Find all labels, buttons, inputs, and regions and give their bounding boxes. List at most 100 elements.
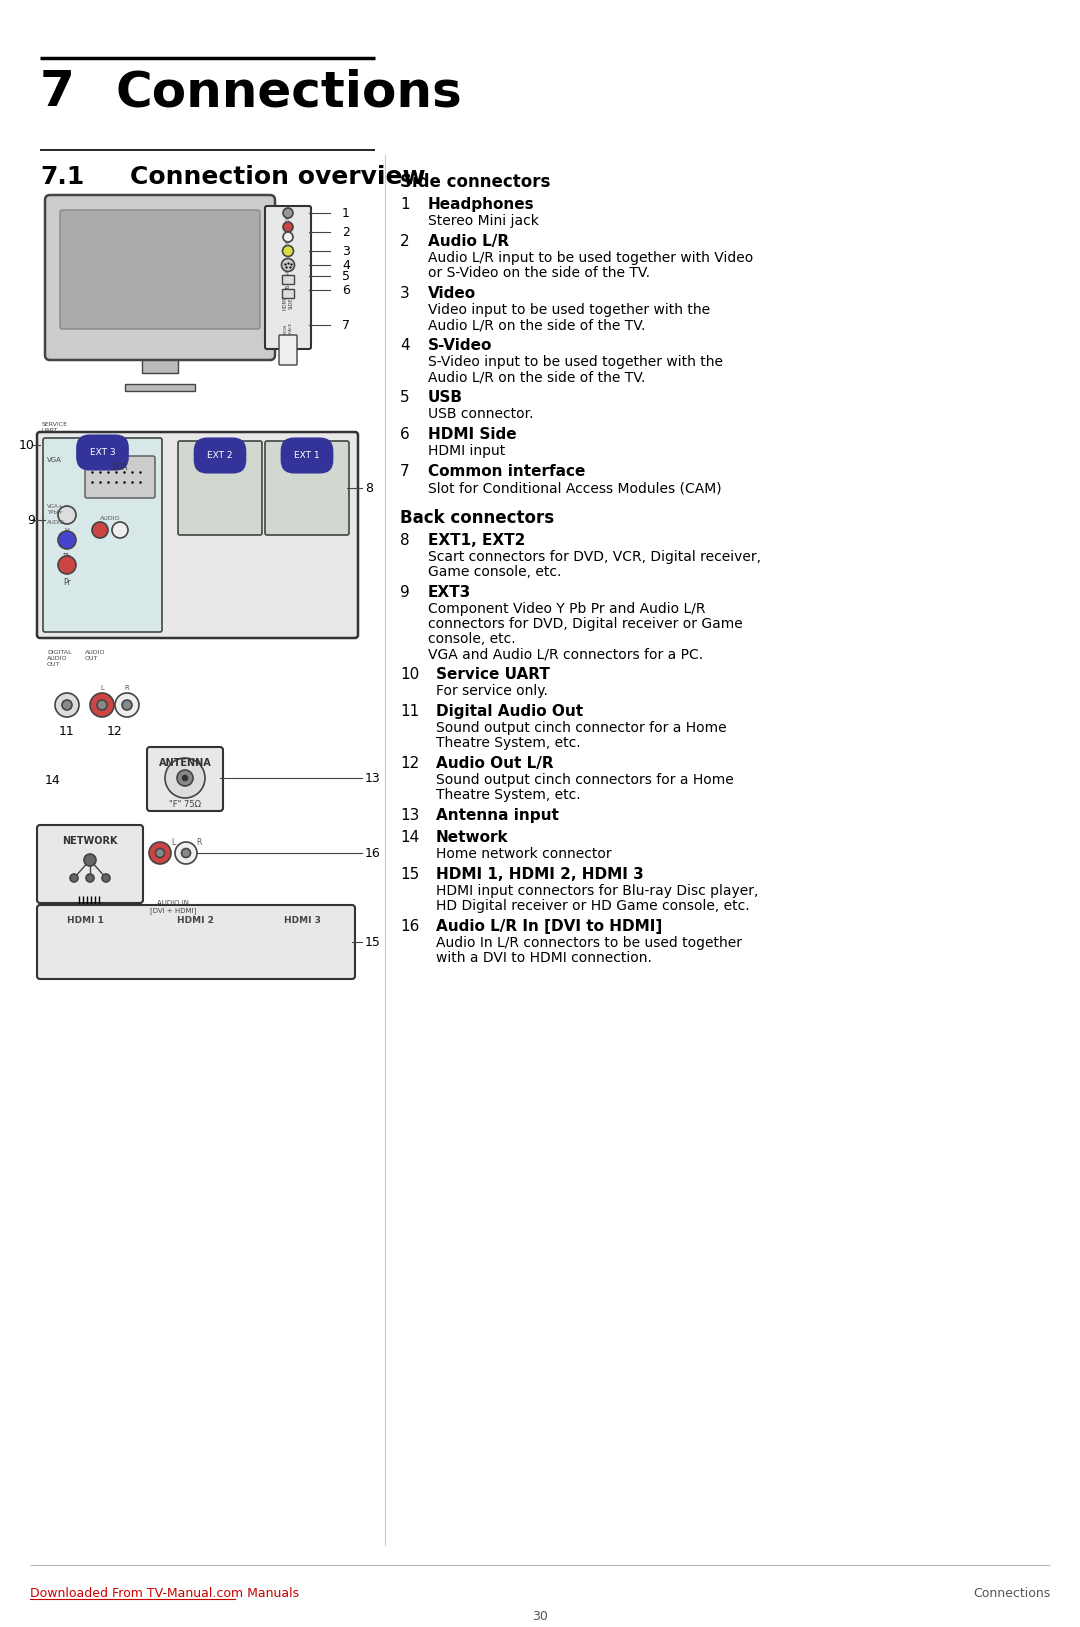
- Circle shape: [114, 693, 139, 718]
- Bar: [243, 457, 246, 470]
- Text: R: R: [124, 685, 130, 691]
- Text: Component Video Y Pb Pr and Audio L/R: Component Video Y Pb Pr and Audio L/R: [428, 602, 705, 617]
- Text: HDMI input connectors for Blu-ray Disc player,: HDMI input connectors for Blu-ray Disc p…: [436, 883, 758, 898]
- Text: Connections: Connections: [973, 1586, 1050, 1599]
- Circle shape: [165, 758, 205, 797]
- Text: 30: 30: [532, 1611, 548, 1624]
- FancyBboxPatch shape: [174, 932, 216, 960]
- Circle shape: [283, 246, 294, 257]
- FancyBboxPatch shape: [37, 433, 357, 638]
- Bar: [228, 457, 231, 470]
- Text: Digital Audio Out: Digital Audio Out: [436, 704, 583, 719]
- Text: 14: 14: [400, 830, 419, 844]
- Text: SERVICE
UART: SERVICE UART: [42, 421, 68, 433]
- Bar: [208, 457, 211, 470]
- Circle shape: [283, 233, 293, 242]
- Circle shape: [177, 770, 193, 786]
- Text: Sound output cinch connectors for a Home: Sound output cinch connectors for a Home: [436, 773, 733, 787]
- Text: 8: 8: [400, 534, 409, 548]
- Text: 3: 3: [342, 244, 350, 257]
- Text: VGA: VGA: [48, 457, 62, 464]
- Bar: [125, 384, 195, 390]
- Text: 1: 1: [342, 207, 350, 220]
- Text: Antenna input: Antenna input: [436, 809, 558, 823]
- Text: "F" 75Ω: "F" 75Ω: [168, 800, 201, 809]
- Text: Headphones: Headphones: [428, 197, 535, 212]
- Bar: [320, 457, 323, 470]
- Circle shape: [149, 843, 171, 864]
- Text: 2: 2: [400, 234, 409, 249]
- Text: Audio L/R In [DVI to HDMI]: Audio L/R In [DVI to HDMI]: [436, 919, 662, 934]
- Text: 2: 2: [342, 226, 350, 239]
- Text: Slot for Conditional Access Modules (CAM): Slot for Conditional Access Modules (CAM…: [428, 482, 721, 495]
- Text: HDMI input: HDMI input: [428, 444, 505, 457]
- Text: 15: 15: [365, 936, 381, 949]
- FancyBboxPatch shape: [279, 335, 297, 364]
- Bar: [253, 457, 256, 470]
- Text: Common interface: Common interface: [428, 464, 585, 478]
- Text: 11: 11: [59, 726, 75, 739]
- Circle shape: [62, 700, 72, 709]
- Bar: [203, 457, 206, 470]
- FancyBboxPatch shape: [45, 195, 275, 360]
- Text: HDMI
SIDE: HDMI SIDE: [283, 296, 294, 309]
- Text: Audio L/R on the side of the TV.: Audio L/R on the side of the TV.: [428, 369, 646, 384]
- Text: Connection overview: Connection overview: [130, 164, 426, 189]
- Text: 16: 16: [365, 846, 381, 859]
- Circle shape: [156, 849, 164, 857]
- FancyBboxPatch shape: [265, 207, 311, 350]
- Text: Audio L/R on the side of the TV.: Audio L/R on the side of the TV.: [428, 317, 646, 332]
- Text: COMMON
INTERFACE: COMMON INTERFACE: [284, 322, 293, 345]
- Circle shape: [58, 556, 76, 574]
- Circle shape: [283, 221, 293, 233]
- Text: 7: 7: [40, 68, 75, 116]
- Bar: [238, 457, 241, 470]
- Text: 10: 10: [400, 667, 419, 682]
- Bar: [213, 457, 216, 470]
- Text: R: R: [197, 838, 202, 848]
- Bar: [335, 457, 338, 470]
- Bar: [282, 275, 294, 285]
- Text: 5: 5: [400, 390, 409, 405]
- Bar: [218, 457, 221, 470]
- Text: VGA+
YPbPr: VGA+ YPbPr: [48, 504, 64, 514]
- Text: or S-Video on the side of the TV.: or S-Video on the side of the TV.: [428, 265, 650, 280]
- Text: USB: USB: [285, 280, 291, 291]
- Text: Theatre System, etc.: Theatre System, etc.: [436, 735, 581, 750]
- Text: EXT3: EXT3: [428, 586, 471, 600]
- Text: 4: 4: [400, 338, 409, 353]
- Circle shape: [58, 530, 76, 548]
- Bar: [76, 883, 104, 898]
- Bar: [315, 457, 318, 470]
- Text: Audio Out L/R: Audio Out L/R: [436, 757, 554, 771]
- Bar: [295, 457, 298, 470]
- FancyBboxPatch shape: [64, 932, 107, 960]
- Bar: [325, 457, 328, 470]
- Text: VGA: VGA: [112, 464, 129, 472]
- Text: 13: 13: [365, 771, 381, 784]
- Text: Scart connectors for DVD, VCR, Digital receiver,: Scart connectors for DVD, VCR, Digital r…: [428, 550, 761, 565]
- FancyBboxPatch shape: [147, 747, 222, 810]
- Circle shape: [90, 693, 114, 718]
- Text: 4: 4: [342, 259, 350, 272]
- Text: 9: 9: [27, 514, 35, 527]
- Circle shape: [183, 776, 188, 781]
- Text: Service UART: Service UART: [436, 667, 550, 682]
- Text: 7.1: 7.1: [40, 164, 84, 189]
- Circle shape: [112, 522, 129, 539]
- Bar: [310, 457, 313, 470]
- Text: Side connectors: Side connectors: [400, 172, 551, 190]
- Circle shape: [122, 700, 132, 709]
- Circle shape: [58, 506, 76, 524]
- Text: Pb: Pb: [63, 553, 71, 561]
- Bar: [300, 457, 303, 470]
- Text: 9: 9: [400, 586, 409, 600]
- Text: Pr: Pr: [63, 578, 71, 587]
- Text: AUDIO: AUDIO: [285, 212, 291, 229]
- FancyBboxPatch shape: [265, 441, 349, 535]
- Bar: [285, 457, 288, 470]
- Text: 7: 7: [342, 319, 350, 332]
- Text: AUDIO
OUT: AUDIO OUT: [85, 651, 106, 661]
- Bar: [280, 457, 283, 470]
- Circle shape: [92, 522, 108, 539]
